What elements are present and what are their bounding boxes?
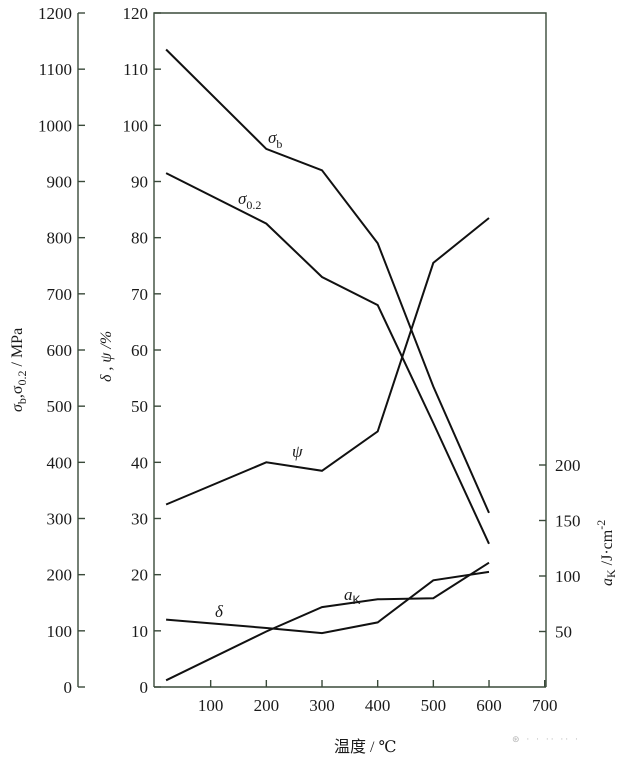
x-tick-label: 200	[254, 696, 280, 715]
left-axis-stress: 0 100 200 300 400 500 600 700 800 900 1000 1100 1200	[38, 4, 85, 697]
left-axis-title: σb,σ0.2 / MPa	[9, 328, 29, 412]
middle-tick-label: 80	[131, 229, 148, 248]
middle-tick-label: 50	[131, 397, 148, 416]
middle-tick-label: 90	[131, 173, 148, 192]
x-axis-temperature: 100 200 300 400 500 600 700	[154, 680, 557, 715]
middle-tick-label: 120	[123, 4, 149, 23]
middle-tick-label: 60	[131, 341, 148, 360]
curve-b	[165, 48, 490, 514]
left-tick-label: 700	[47, 285, 73, 304]
x-tick-label: 600	[476, 696, 502, 715]
middle-tick-label: 20	[131, 566, 148, 585]
x-axis-title: 温度 / ℃	[334, 738, 396, 756]
x-tick-label: 100	[198, 696, 224, 715]
middle-tick-label: 30	[131, 510, 148, 529]
curve-	[165, 217, 490, 506]
right-tick-label: 150	[555, 512, 581, 531]
middle-tick-label: 110	[123, 60, 148, 79]
left-tick-label: 1000	[38, 116, 72, 135]
middle-tick-label: 10	[131, 622, 148, 641]
watermark: ⊛ · · ·· ·· ·	[512, 735, 580, 745]
curve-	[166, 570, 490, 635]
right-tick-label: 100	[555, 567, 581, 586]
left-tick-label: 900	[47, 173, 73, 192]
left-tick-label: 800	[47, 229, 73, 248]
left-tick-label: 1100	[39, 60, 72, 79]
left-tick-label: 200	[47, 566, 73, 585]
label-sigma-b: σb	[268, 128, 282, 151]
label-psi: ψ	[292, 442, 303, 461]
curve-aK	[165, 561, 490, 682]
middle-tick-label: 0	[140, 678, 149, 697]
x-tick-label: 300	[309, 696, 335, 715]
x-tick-label: 500	[421, 696, 447, 715]
right-axis-impact: 50 100 150 200	[539, 456, 581, 642]
label-sigma-02: σ0.2	[238, 189, 261, 212]
left-tick-label: 0	[64, 678, 73, 697]
middle-axis-title: δ , ψ /%	[98, 331, 115, 382]
label-delta: δ	[215, 602, 224, 621]
left-tick-label: 100	[47, 622, 73, 641]
right-tick-label: 200	[555, 456, 581, 475]
middle-axis-percent: 0 10 20 30 40 50 60 70 80 90 100 110 120	[123, 4, 547, 697]
left-tick-label: 600	[47, 341, 73, 360]
right-tick-label: 50	[555, 623, 572, 642]
x-tick-label: 400	[365, 696, 391, 715]
left-tick-label: 300	[47, 510, 73, 529]
curve-02	[165, 172, 490, 545]
left-tick-label: 500	[47, 397, 73, 416]
middle-tick-label: 100	[123, 116, 149, 135]
label-ak: aK	[344, 585, 361, 607]
x-tick-label: 700	[532, 696, 558, 715]
left-tick-label: 400	[47, 453, 73, 472]
middle-tick-label: 70	[131, 285, 148, 304]
right-axis-title: aK /J·cm-2	[594, 520, 617, 586]
left-tick-label: 1200	[38, 4, 72, 23]
plot-curves	[165, 48, 490, 682]
middle-tick-label: 40	[131, 453, 148, 472]
